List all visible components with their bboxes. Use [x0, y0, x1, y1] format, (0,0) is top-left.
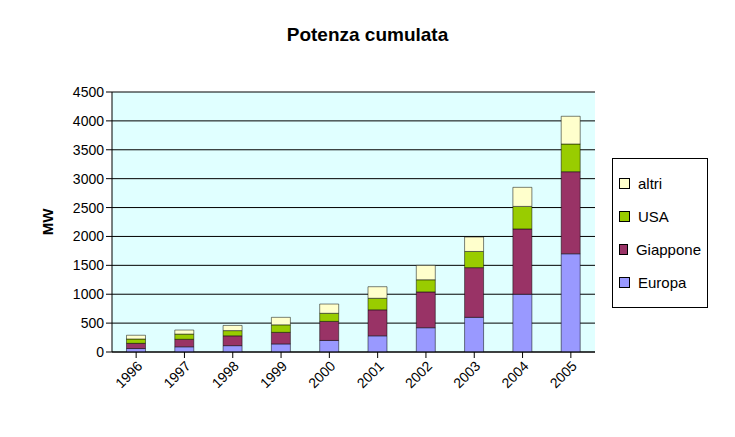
svg-text:0: 0 — [96, 344, 104, 360]
html-text:Potenza cumulata: Potenza cumulata — [286, 24, 449, 45]
svg-text:1500: 1500 — [73, 257, 104, 273]
svg-text:2500: 2500 — [73, 200, 104, 216]
svg-text:500: 500 — [81, 315, 105, 331]
svg-text:2002: 2002 — [402, 358, 435, 391]
svg-text:MW: MW — [39, 208, 56, 235]
svg-text:2003: 2003 — [450, 358, 483, 391]
svg-text:4000: 4000 — [73, 113, 104, 129]
svg-text:4500: 4500 — [73, 84, 104, 100]
svg-text:2004: 2004 — [498, 358, 531, 391]
svg-text:3500: 3500 — [73, 142, 104, 158]
html-text:Europa: Europa — [638, 274, 687, 291]
html-text:Giappone: Giappone — [635, 241, 701, 258]
svg-text:1998: 1998 — [209, 358, 242, 391]
svg-text:1996: 1996 — [112, 358, 145, 391]
svg-text:2000: 2000 — [305, 358, 338, 391]
html-text:USA: USA — [638, 208, 669, 225]
svg-text:1999: 1999 — [257, 358, 290, 391]
svg-text:2000: 2000 — [73, 228, 104, 244]
svg-text:3000: 3000 — [73, 171, 104, 187]
svg-text:2005: 2005 — [547, 358, 580, 391]
html-text:altri: altri — [638, 175, 663, 192]
svg-text:1000: 1000 — [73, 286, 104, 302]
svg-text:1997: 1997 — [160, 358, 193, 391]
svg-text:2001: 2001 — [353, 358, 386, 391]
